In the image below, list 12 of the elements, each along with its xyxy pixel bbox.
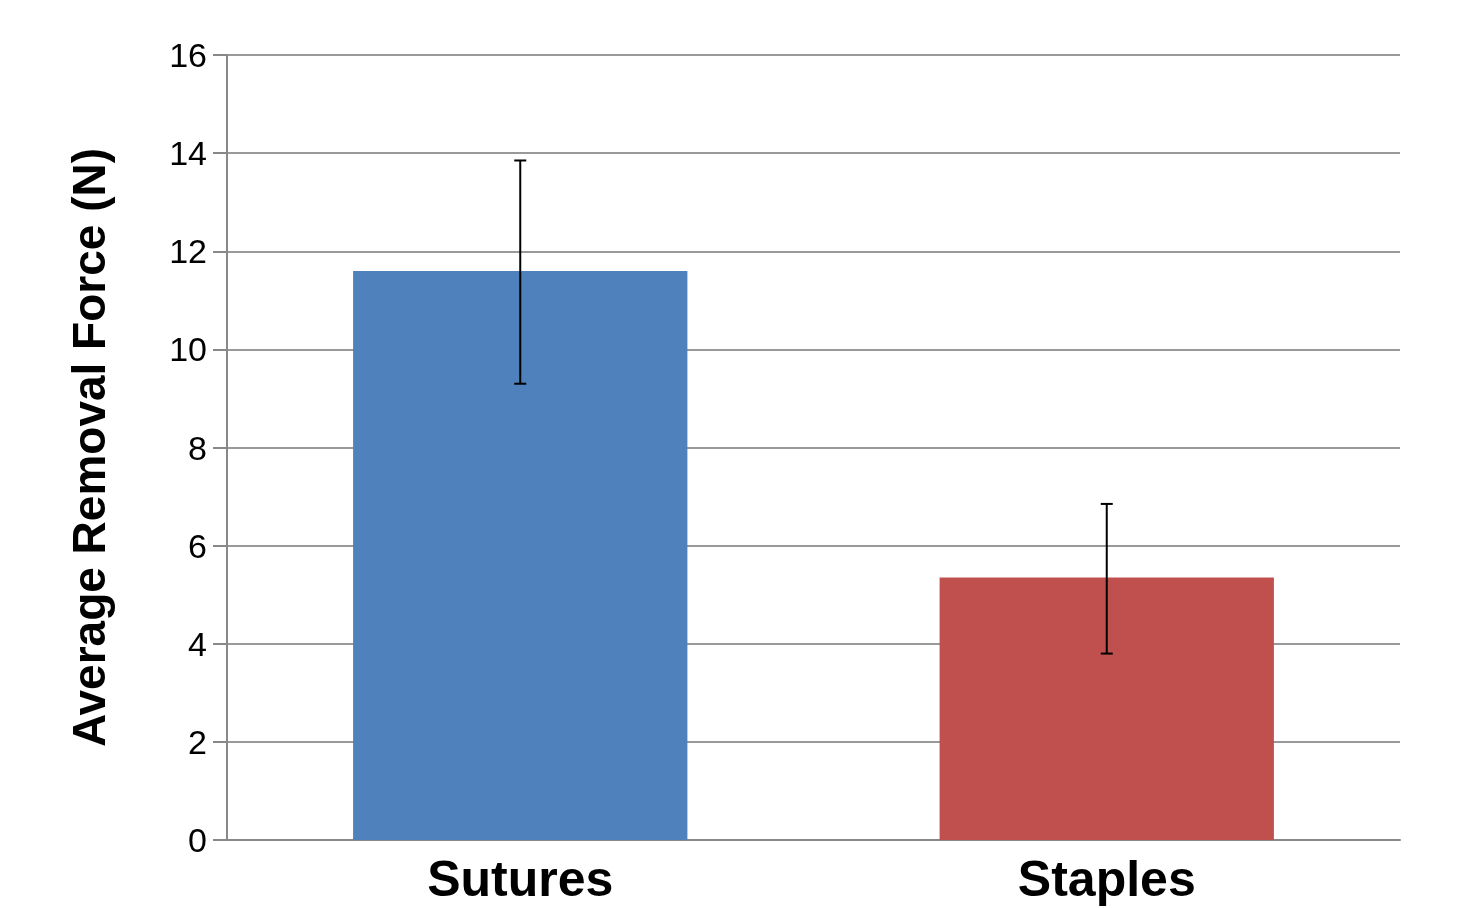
y-tick-label: 8 [188, 428, 207, 467]
y-tick-label: 10 [169, 330, 207, 369]
y-tick-label: 2 [188, 722, 207, 761]
y-tick-label: 16 [169, 36, 207, 74]
x-tick-label: Staples [1017, 851, 1196, 907]
y-tick-label: 12 [169, 232, 207, 271]
y-tick-label: 6 [188, 526, 207, 565]
x-tick-label: Sutures [427, 851, 614, 907]
y-tick-label: 0 [188, 821, 207, 859]
y-tick-label: 14 [169, 134, 207, 173]
y-tick-label: 4 [188, 624, 207, 663]
y-axis-title: Average Removal Force (N) [63, 147, 115, 748]
